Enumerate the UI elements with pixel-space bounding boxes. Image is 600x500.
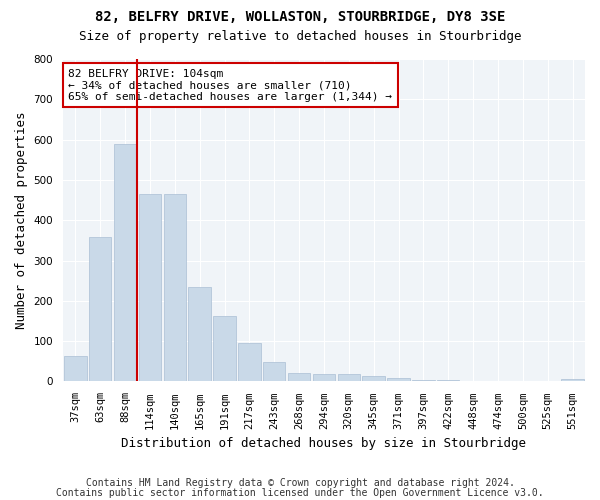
Text: 82, BELFRY DRIVE, WOLLASTON, STOURBRIDGE, DY8 3SE: 82, BELFRY DRIVE, WOLLASTON, STOURBRIDGE… (95, 10, 505, 24)
Bar (188, 287, 211, 382)
Bar (139, 194, 161, 382)
X-axis label: Distribution of detached houses by size in Stourbridge: Distribution of detached houses by size … (121, 437, 526, 450)
Text: Contains public sector information licensed under the Open Government Licence v3: Contains public sector information licen… (56, 488, 544, 498)
Bar (412, 380, 434, 382)
Text: Contains HM Land Registry data © Crown copyright and database right 2024.: Contains HM Land Registry data © Crown c… (86, 478, 514, 488)
Bar (362, 376, 385, 382)
Bar (338, 374, 360, 382)
Bar (313, 374, 335, 382)
Bar (462, 380, 484, 382)
Bar (388, 378, 410, 382)
Bar (64, 356, 86, 382)
Bar (164, 194, 186, 382)
Bar (238, 343, 260, 382)
Bar (562, 380, 584, 382)
Bar (263, 362, 286, 382)
Bar (214, 316, 236, 382)
Text: Size of property relative to detached houses in Stourbridge: Size of property relative to detached ho… (79, 30, 521, 43)
Bar (89, 237, 112, 382)
Bar (114, 144, 136, 382)
Text: 82 BELFRY DRIVE: 104sqm
← 34% of detached houses are smaller (710)
65% of semi-d: 82 BELFRY DRIVE: 104sqm ← 34% of detache… (68, 68, 392, 102)
Y-axis label: Number of detached properties: Number of detached properties (15, 112, 28, 329)
Bar (288, 372, 310, 382)
Bar (437, 380, 460, 382)
